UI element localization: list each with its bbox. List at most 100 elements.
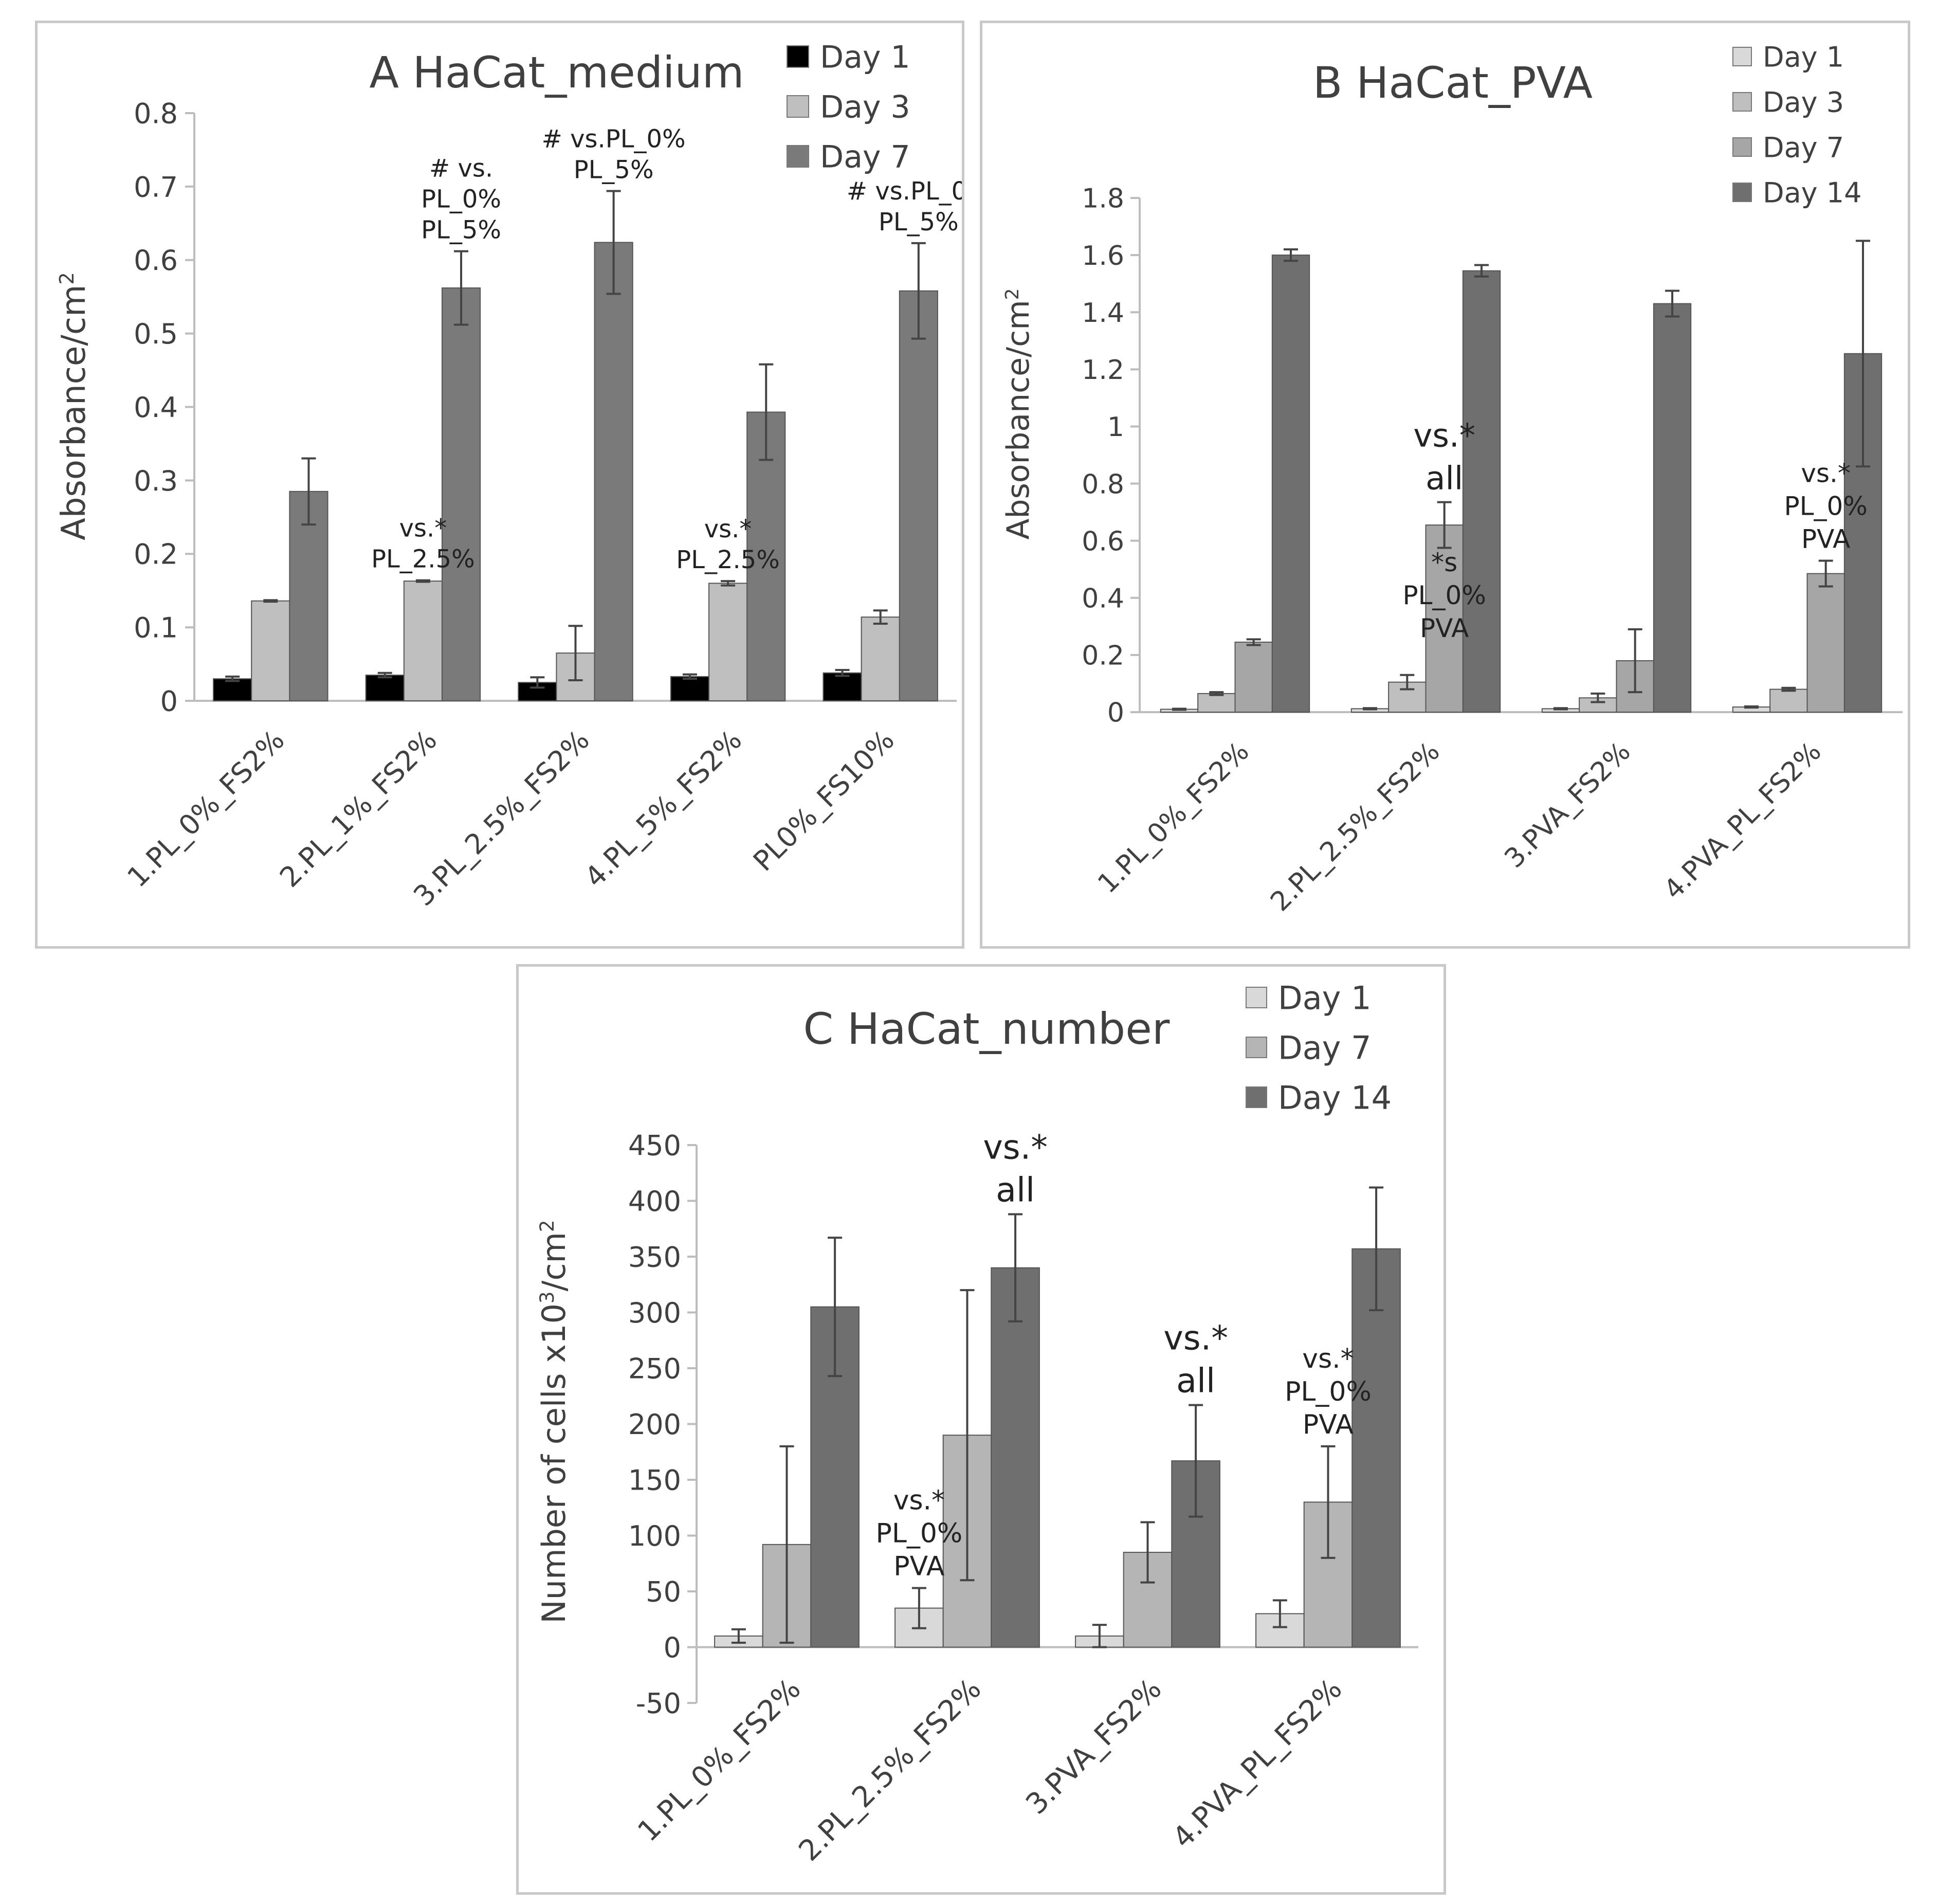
bar-a-s2-c0: [289, 491, 328, 702]
category-label-b-3: 4.PVA_PL_FS2%: [1658, 736, 1827, 905]
significance-line-b-1-0: *s: [1431, 548, 1457, 577]
significance-line-a-2-1: PL_5%: [574, 155, 654, 184]
y-axis-label-tail-c: /cm: [535, 1232, 573, 1291]
y-tick-label-a-1: 0.1: [134, 612, 178, 644]
y-axis-label-sup-c: 3: [536, 1291, 558, 1303]
bar-b-s1-c0: [1197, 693, 1236, 713]
y-tick-label-a-7: 0.7: [134, 171, 178, 203]
chart-b: B HaCat_PVA 0 0.2 0.4 0.6 0.8 1 1.2 1.4 1.6 1.8 Abs…: [1000, 41, 1903, 917]
significance-annotation-c-0: vs.* PL_0% PVA: [875, 1485, 962, 1582]
category-label-c-2: 3.PVA_FS2%: [1019, 1672, 1168, 1821]
significance-line-a-0-1: PL_2.5%: [371, 545, 475, 574]
bar-b-s1-c3: [1769, 688, 1808, 713]
significance-annotation-c-3: vs.* PL_0% PVA: [1285, 1344, 1372, 1440]
y-tick-label-b-5: 1: [1107, 412, 1124, 443]
bar-a-s1-c4: [861, 616, 900, 702]
chart-title-c: C HaCat_number: [803, 1004, 1170, 1054]
legend-swatch-b-3: [1732, 183, 1752, 202]
legend-label-c-2: Day 14: [1278, 1079, 1392, 1116]
y-tick-label-b-0: 0: [1107, 698, 1124, 729]
significance-annotation-c-2: vs.* all: [1163, 1319, 1228, 1400]
significance-line-a-1-2: PL_5%: [421, 216, 501, 245]
bar-a-s1-c3: [708, 583, 748, 702]
bar-a-s0-c4: [823, 672, 862, 702]
bar-b-s3-c2: [1653, 303, 1692, 713]
y-tick-label-a-6: 0.6: [134, 244, 178, 277]
significance-annotation-b-1: *s PL_0% PVA: [1403, 548, 1486, 643]
bar-a-s0-c3: [670, 676, 710, 701]
category-label-a-4: PL0%_FS10%: [747, 724, 901, 878]
significance-line-a-3-1: PL_2.5%: [676, 546, 780, 574]
significance-annotation-a-0: vs.* PL_2.5%: [371, 514, 475, 574]
y-tick-label-a-0: 0: [160, 685, 178, 717]
y-tick-label-c-8: 350: [628, 1241, 681, 1273]
bar-a-s1-c0: [251, 600, 290, 701]
legend-swatch-c-2: [1246, 1086, 1267, 1108]
y-tick-label-c-2: 50: [646, 1575, 681, 1608]
y-axis-label-b: Absorbance/cm2: [1000, 288, 1036, 539]
significance-annotation-c-1: vs.* all: [983, 1128, 1048, 1209]
significance-line-b-0-0: vs.*: [1413, 416, 1475, 454]
significance-line-c-3-1: PL_0%: [1285, 1376, 1372, 1407]
y-tick-label-c-7: 300: [628, 1297, 681, 1329]
legend-label-a-1: Day 3: [820, 89, 910, 125]
significance-annotation-b-2: vs.* PL_0% PVA: [1784, 459, 1868, 554]
legend-swatch-a-2: [787, 145, 809, 168]
chart-c: C HaCat_number -50 0 50 100 150 200 250 300 350 40…: [535, 979, 1418, 1867]
y-tick-label-b-4: 0.8: [1082, 469, 1124, 500]
category-label-c-3: 4.PVA_PL_FS2%: [1166, 1672, 1349, 1855]
bar-a-s0-c1: [365, 674, 405, 702]
y-tick-label-a-2: 0.2: [134, 538, 178, 571]
bar-b-s2-c0: [1234, 641, 1273, 713]
category-label-b-0: 1.PL_0%_FS2%: [1092, 736, 1255, 899]
legend-label-b-3: Day 14: [1763, 176, 1862, 209]
chart-panel-b: B HaCat_PVA 0 0.2 0.4 0.6 0.8 1 1.2 1.4 1.6 1.8 Abs…: [980, 21, 1910, 949]
significance-line-b-2-2: PVA: [1801, 524, 1850, 554]
legend-swatch-a-1: [787, 95, 809, 118]
chart-panel-a: A HaCat_medium 0 0.1 0.2 0.3 0.4 0.5 0.6 0.7 0.8 A…: [35, 21, 964, 949]
y-axis-label-main-c: Number of cells x10: [535, 1303, 573, 1624]
significance-line-b-2-0: vs.*: [1801, 459, 1851, 488]
significance-line-b-1-2: PVA: [1420, 613, 1469, 643]
significance-annotation-a-2: # vs.PL_0% PL_5%: [542, 124, 686, 184]
significance-line-c-1-1: all: [996, 1171, 1035, 1210]
bar-a-s1-c1: [403, 581, 443, 702]
legend-label-c-0: Day 1: [1278, 979, 1372, 1017]
legend-label-a-0: Day 1: [820, 40, 910, 76]
legend-swatch-c-1: [1246, 1037, 1267, 1058]
legend-swatch-b-2: [1732, 137, 1752, 157]
chart-title-b: B HaCat_PVA: [1313, 58, 1593, 108]
y-axis-label-a: Absorbance/cm2: [55, 272, 93, 540]
significance-line-c-3-0: vs.*: [1302, 1344, 1354, 1374]
y-tick-label-c-1: 0: [664, 1631, 681, 1664]
significance-line-b-2-1: PL_0%: [1784, 492, 1868, 521]
y-axis-label-sup-a: 2: [56, 272, 79, 284]
significance-line-a-3-0: vs.*: [704, 515, 752, 543]
significance-line-b-0-1: all: [1426, 460, 1463, 497]
bar-a-s2-c1: [441, 287, 481, 701]
y-axis-label-main-a: Absorbance/cm: [55, 285, 93, 540]
y-tick-label-c-0: -50: [636, 1687, 681, 1719]
y-tick-label-b-1: 0.2: [1082, 641, 1124, 672]
y-tick-label-a-3: 0.3: [134, 465, 178, 497]
y-tick-label-c-10: 450: [628, 1129, 681, 1162]
legend-label-a-2: Day 7: [820, 139, 910, 175]
category-label-a-1: 2.PL_1%_FS2%: [273, 724, 443, 894]
y-tick-label-b-8: 1.6: [1082, 241, 1124, 271]
bar-c-s2-c3: [1351, 1248, 1401, 1648]
y-tick-label-a-4: 0.4: [134, 391, 178, 424]
significance-annotation-a-3: vs.* PL_2.5%: [676, 515, 780, 574]
significance-line-a-2-0: # vs.PL_0%: [542, 124, 686, 153]
significance-line-b-1-1: PL_0%: [1403, 581, 1486, 610]
bar-b-s2-c3: [1806, 573, 1845, 713]
y-tick-label-a-5: 0.5: [134, 318, 178, 350]
significance-line-c-1-0: vs.*: [983, 1128, 1048, 1167]
y-axis-label-c: Number of cells x103/cm2: [535, 1220, 573, 1623]
bar-a-s2-c2: [594, 242, 633, 701]
y-tick-label-c-6: 250: [628, 1352, 681, 1385]
chart-panel-c: C HaCat_number -50 0 50 100 150 200 250 300 350 40…: [516, 964, 1446, 1895]
significance-line-c-0-1: PL_0%: [875, 1518, 962, 1549]
significance-line-c-2-0: vs.*: [1163, 1319, 1228, 1357]
legend-label-b-1: Day 3: [1763, 86, 1844, 118]
significance-line-a-1-1: PL_0%: [421, 185, 501, 214]
